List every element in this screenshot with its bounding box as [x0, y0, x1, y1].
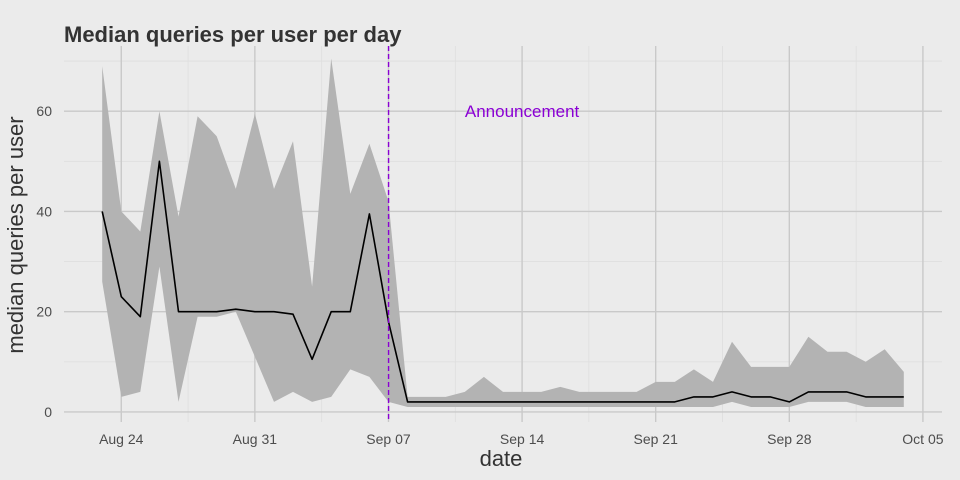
x-tick-label: Sep 14 [500, 431, 545, 447]
y-tick-label: 0 [44, 404, 52, 420]
announcement-label: Announcement [465, 102, 580, 121]
x-tick-label: Sep 21 [634, 431, 679, 447]
x-axis-title: date [480, 446, 523, 471]
x-tick-label: Aug 31 [233, 431, 278, 447]
x-tick-label: Aug 24 [99, 431, 144, 447]
median-line [101, 160, 904, 403]
band-area [102, 58, 904, 407]
chart-title: Median queries per user per day [64, 22, 402, 47]
confidence-band [102, 58, 904, 407]
x-tick-label: Sep 28 [767, 431, 812, 447]
y-tick-label: 60 [36, 103, 52, 119]
y-axis-ticks: 0 20 40 60 [36, 103, 52, 420]
y-axis-title: median queries per user [3, 116, 28, 353]
y-tick-label: 40 [36, 203, 52, 219]
x-tick-label: Oct 05 [902, 431, 943, 447]
announcement-annotation: Announcement [387, 46, 580, 422]
median-series-line [101, 160, 904, 403]
x-tick-label: Sep 07 [366, 431, 411, 447]
x-axis-ticks: Aug 24 Aug 31 Sep 07 Sep 14 Sep 21 Sep 28 Oct … [99, 431, 944, 447]
y-tick-label: 20 [36, 304, 52, 320]
